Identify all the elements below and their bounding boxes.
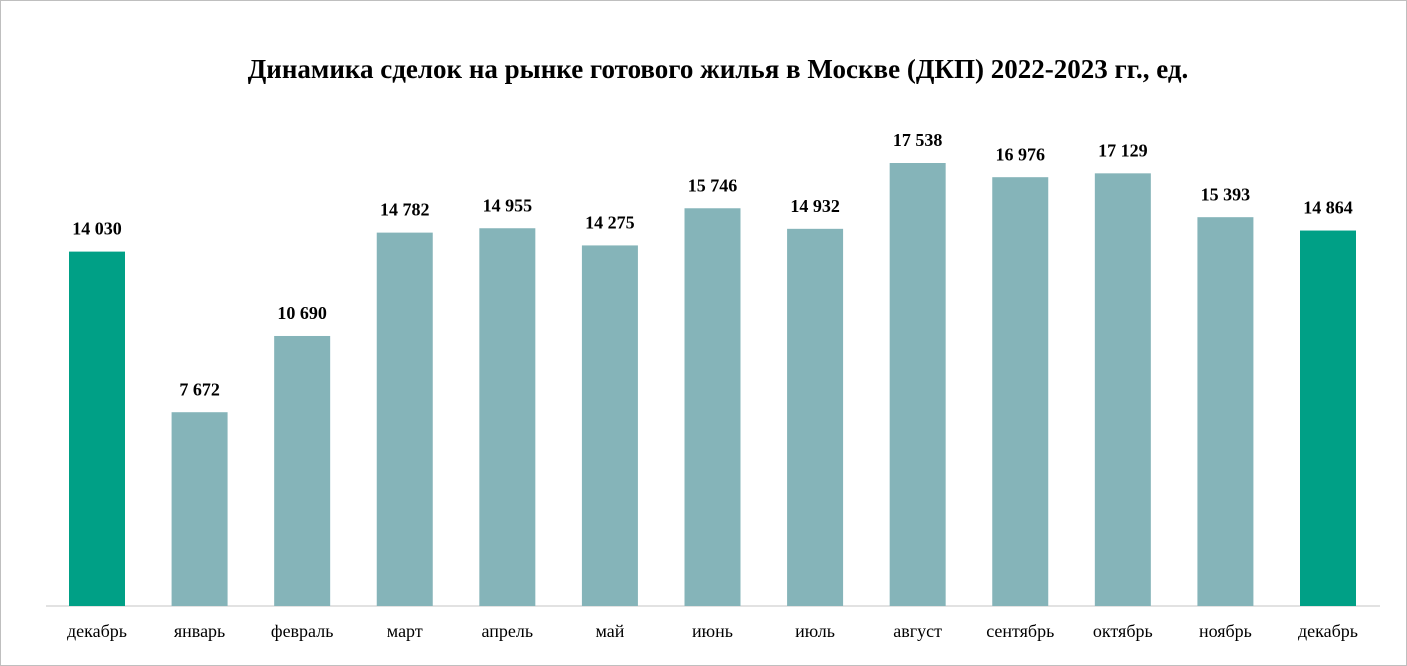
x-tick-label: сентябрь [986, 621, 1054, 641]
bar [479, 228, 536, 606]
x-tick-label: декабрь [1298, 621, 1358, 641]
x-tick-label: январь [174, 621, 225, 641]
bar [992, 177, 1049, 606]
value-label: 15 393 [1201, 184, 1251, 204]
x-tick-label: июнь [692, 621, 733, 641]
value-label: 14 782 [380, 200, 430, 220]
bar [274, 335, 331, 606]
value-label: 16 976 [996, 144, 1046, 164]
x-tick-label: август [893, 621, 942, 641]
bar [581, 245, 638, 606]
value-label: 15 746 [688, 175, 738, 195]
x-tick-label: февраль [271, 621, 334, 641]
value-label: 14 955 [483, 195, 533, 215]
value-label: 14 932 [790, 196, 840, 216]
x-tick-label: апрель [482, 621, 534, 641]
bar [1094, 173, 1151, 606]
x-tick-label: июль [795, 621, 835, 641]
value-label: 14 275 [585, 213, 635, 233]
x-tick-label: декабрь [67, 621, 127, 641]
bar [69, 251, 125, 606]
bar [376, 232, 433, 607]
x-tick-label: октябрь [1093, 621, 1153, 641]
bar [787, 228, 844, 606]
x-tick-label: ноябрь [1199, 621, 1252, 641]
bar [889, 163, 946, 606]
value-label: 17 538 [893, 130, 943, 150]
value-label: 7 672 [179, 379, 220, 399]
value-label: 14 864 [1303, 198, 1353, 218]
value-label: 17 129 [1098, 140, 1148, 160]
bar [171, 412, 228, 606]
value-label: 10 690 [277, 303, 327, 323]
bar [684, 208, 741, 607]
x-tick-label: май [595, 621, 624, 641]
bar [1300, 230, 1356, 606]
chart-title: Динамика сделок на рынке готового жилья … [248, 54, 1189, 84]
bar [1197, 217, 1254, 606]
value-label: 14 030 [72, 219, 122, 239]
x-tick-label: март [387, 621, 423, 641]
